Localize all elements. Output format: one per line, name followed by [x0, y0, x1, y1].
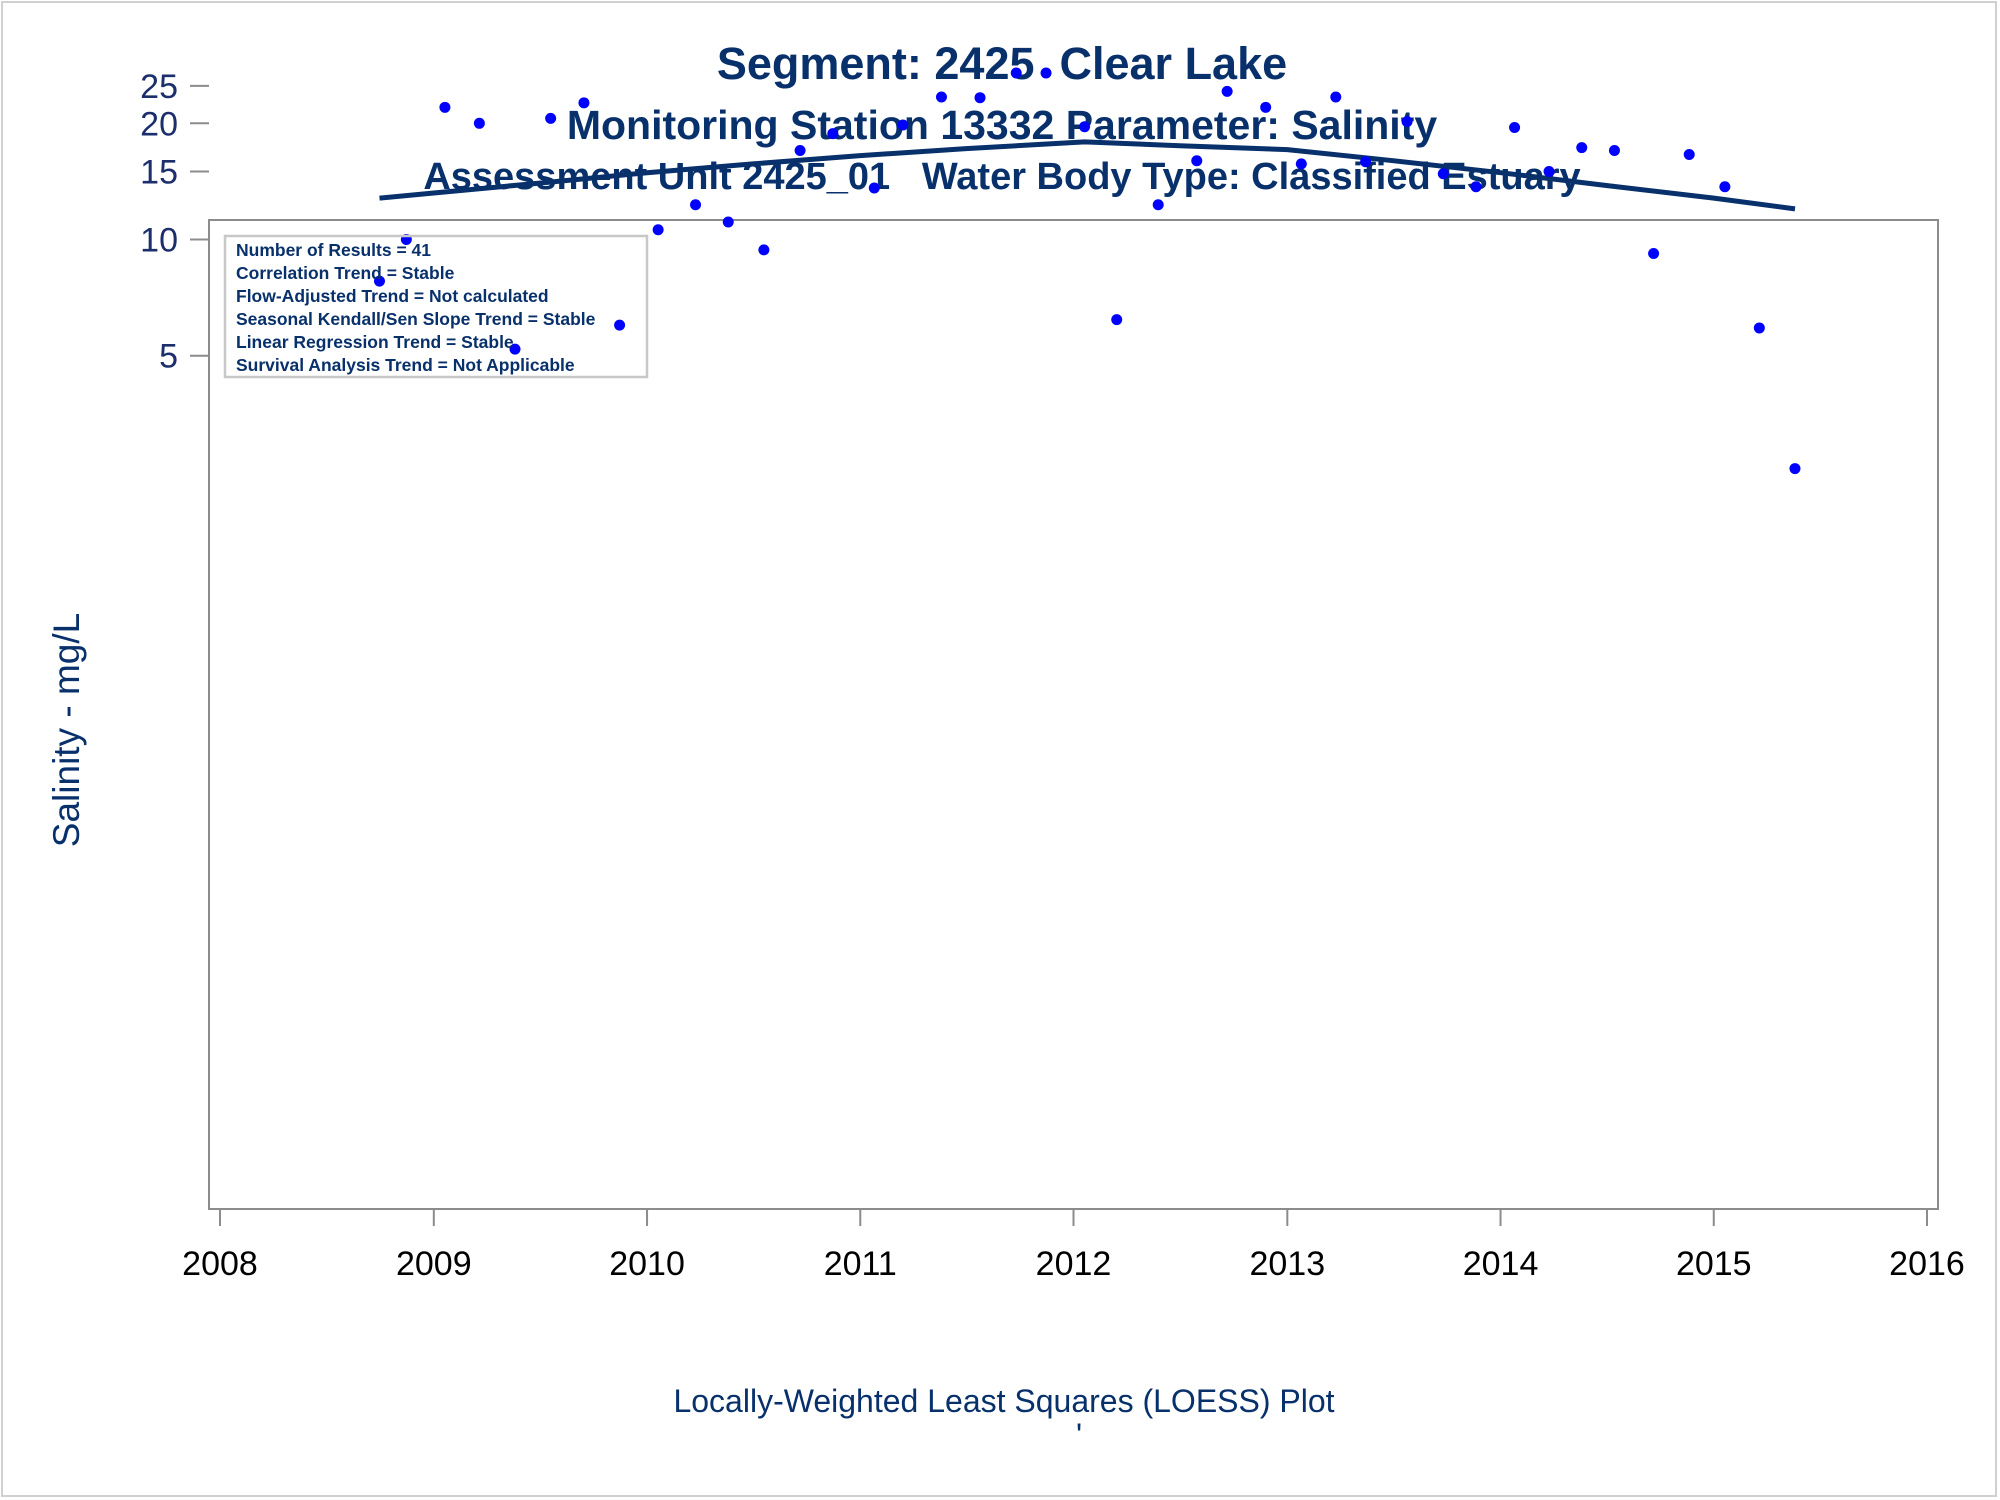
x-tick-label: 2015: [1676, 1245, 1752, 1283]
stats-line: Survival Analysis Trend = Not Applicable: [236, 355, 575, 375]
data-point: [1719, 181, 1731, 193]
data-point: [1608, 145, 1620, 157]
x-tick-label: 2010: [609, 1245, 685, 1283]
data-point: [614, 319, 626, 331]
x-tick-label: 2013: [1249, 1245, 1325, 1283]
data-point: [1260, 101, 1272, 113]
data-point: [652, 224, 664, 236]
data-point: [1753, 322, 1765, 334]
data-point: [1543, 166, 1555, 178]
footnote-mark: ': [1076, 1417, 1082, 1453]
stats-line: Number of Results = 41: [236, 240, 431, 260]
data-point: [1191, 155, 1203, 167]
data-point: [1401, 116, 1413, 128]
x-tick-label: 2009: [396, 1245, 472, 1283]
y-tick-label: 15: [140, 154, 178, 192]
data-point: [1010, 67, 1022, 79]
y-tick-label: 20: [140, 105, 178, 143]
stats-line: Linear Regression Trend = Stable: [236, 332, 514, 352]
data-point: [578, 97, 590, 109]
data-point: [827, 128, 839, 140]
data-point: [722, 216, 734, 228]
data-point: [1648, 247, 1660, 259]
data-point: [868, 182, 880, 194]
data-point: [439, 101, 451, 113]
x-axis: 2008 2009 2010 2011 2012 2013 2014 2015 2016: [182, 1209, 1965, 1283]
data-point: [1360, 156, 1372, 168]
y-axis-label: Salinity - mg/L: [46, 613, 87, 847]
data-point: [373, 275, 385, 287]
data-point: [935, 91, 947, 103]
loess-curve: [379, 139, 1796, 212]
data-point: [1789, 463, 1801, 475]
chart-subtitle: Monitoring Station 13332 Parameter: Sali…: [567, 102, 1438, 148]
stats-box-lines: Number of Results = 41 Correlation Trend …: [236, 240, 596, 375]
y-tick-label: 5: [159, 338, 178, 376]
x-tick-label: 2011: [824, 1245, 897, 1283]
data-point: [1111, 314, 1123, 326]
data-point: [974, 92, 986, 104]
chart-title: Segment: 2425 Clear Lake: [717, 38, 1287, 89]
x-tick-label: 2016: [1889, 1245, 1965, 1283]
stats-line: Flow-Adjusted Trend = Not calculated: [236, 286, 549, 306]
data-point: [1221, 85, 1233, 97]
data-point: [1330, 91, 1342, 103]
data-point: [1295, 158, 1307, 170]
data-point: [1683, 149, 1695, 161]
data-point: [897, 119, 909, 131]
data-point: [1470, 181, 1482, 193]
data-point: [1040, 67, 1052, 79]
y-tick-label: 10: [140, 222, 178, 260]
data-point: [1576, 142, 1588, 154]
y-tick-label: 25: [140, 68, 178, 106]
data-point: [1079, 121, 1091, 133]
stats-box: [223, 234, 649, 379]
data-point: [1509, 122, 1521, 134]
data-point: [473, 117, 485, 129]
x-tick-label: 2014: [1463, 1245, 1539, 1283]
data-point: [1152, 199, 1164, 211]
x-tick-label: 2012: [1036, 1245, 1112, 1283]
data-point: [509, 343, 521, 355]
chart-footnote: Locally-Weighted Least Squares (LOESS) P…: [673, 1383, 1334, 1419]
data-point: [545, 112, 557, 124]
data-point: [794, 145, 806, 157]
data-point: [758, 244, 770, 256]
data-point: [690, 199, 702, 211]
x-tick-label: 2008: [182, 1245, 258, 1283]
stats-line: Correlation Trend = Stable: [236, 263, 455, 283]
stats-line: Seasonal Kendall/Sen Slope Trend = Stabl…: [236, 309, 596, 329]
data-point: [1437, 168, 1449, 180]
